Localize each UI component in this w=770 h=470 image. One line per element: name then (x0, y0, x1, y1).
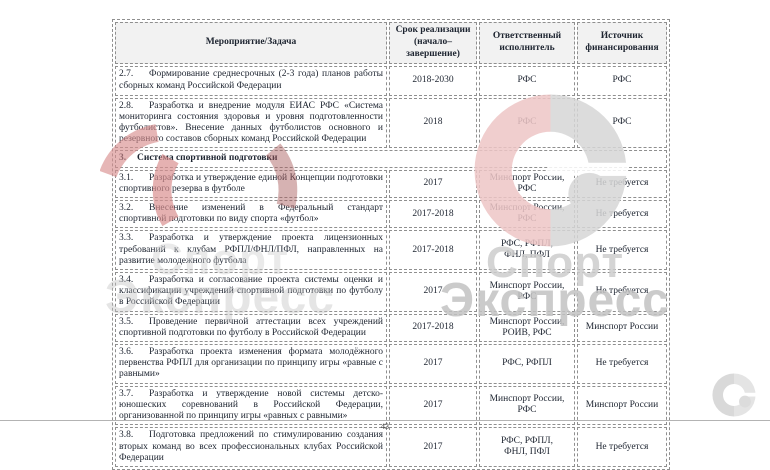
row-number: 3.8. (119, 430, 134, 441)
task-cell: 3.3. Разработка и утверждение проекта лиц… (115, 230, 387, 271)
task-text: Разработка и утверждение единой Концепци… (119, 172, 383, 194)
responsible-cell: Минспорт России, РОИВ, РФС (479, 313, 575, 343)
task-cell: 3.2. Внесение изменений в Федеральный ста… (115, 200, 387, 229)
responsible-cell: РФС, РФПЛ (479, 344, 575, 384)
section-number: 3. (119, 153, 127, 164)
term-cell: 2017 (389, 169, 477, 199)
task-cell: 3.8. Подготовка предложений по стимулиров… (115, 427, 387, 467)
row-number: 3.5. (119, 316, 134, 327)
row-number: 3.3. (119, 233, 134, 244)
task-text: Разработка и согласование проекта систем… (119, 275, 383, 308)
term-cell: 2017 (389, 272, 477, 312)
term-cell: 2018 (389, 97, 477, 149)
funding-cell: Не требуется (577, 200, 667, 229)
table-row: 3.6. Разработка проекта изменения формата… (115, 344, 667, 384)
task-cell: 3.6. Разработка проекта изменения формата… (115, 344, 387, 384)
row-number: 3.4. (119, 275, 134, 286)
task-text: Проведение первичной аттестации всех учр… (119, 316, 383, 338)
section-title: Система спортивной подготовки (137, 153, 278, 164)
task-cell: 3.7. Разработка и утверждение новой систе… (115, 385, 387, 426)
page-number: 43 (381, 422, 389, 431)
task-text: Подготовка предложений по стимулированию… (119, 430, 383, 463)
responsible-cell: РФС, РФПЛ, ФНЛ, ПФЛ (479, 427, 575, 467)
task-cell: 3.1. Разработка и утверждение единой Конц… (115, 169, 387, 199)
column-header-responsible: Ответственный исполнитель (479, 22, 575, 64)
task-text: Формирование среднесрочных (2-3 года) пл… (119, 69, 383, 91)
funding-cell: Минспорт России (577, 313, 667, 343)
term-cell: 2017-2018 (389, 313, 477, 343)
responsible-cell: РФС, РФПЛ, ФНЛ, ПФЛ (479, 230, 575, 271)
funding-cell: Не требуется (577, 344, 667, 384)
table-row: 2.7. Формирование среднесрочных (2-3 года… (115, 65, 667, 96)
column-header-funding: Источник финансирования (577, 22, 667, 64)
responsible-cell: РФС (479, 97, 575, 149)
row-number: 3.7. (119, 388, 134, 399)
term-cell: 2018-2030 (389, 65, 477, 96)
program-measures-table: Мероприятие/Задача Срок реализации (нача… (112, 19, 670, 470)
funding-cell: РФС (577, 65, 667, 96)
table-row: 2.8. Разработка и внедрение модуля ЕИАС Р… (115, 97, 667, 149)
funding-cell: Не требуется (577, 230, 667, 271)
sport-express-corner-logo-icon (712, 373, 756, 417)
funding-cell: Не требуется (577, 272, 667, 312)
table-row: 3.4. Разработка и согласование проекта си… (115, 272, 667, 312)
funding-cell: Не требуется (577, 169, 667, 199)
row-number: 3.1. (119, 172, 134, 183)
table-row: 3.7. Разработка и утверждение новой систе… (115, 385, 667, 426)
table-row: 3.3. Разработка и утверждение проекта лиц… (115, 230, 667, 271)
row-number: 2.8. (119, 100, 134, 111)
term-cell: 2017 (389, 427, 477, 467)
row-number: 3.2. (119, 203, 134, 214)
table-row: 3.1. Разработка и утверждение единой Конц… (115, 169, 667, 199)
funding-cell: Не требуется (577, 427, 667, 467)
term-cell: 2017 (389, 385, 477, 426)
footer-divider (0, 420, 770, 421)
responsible-cell: Минспорт России, РФС (479, 272, 575, 312)
column-header-term: Срок реализации (начало–завершение) (389, 22, 477, 64)
responsible-cell: Минспорт России, РФС (479, 385, 575, 426)
term-cell: 2017-2018 (389, 200, 477, 229)
task-text: Разработка и утверждение проекта лицензи… (119, 233, 383, 266)
task-cell: 3.4. Разработка и согласование проекта си… (115, 272, 387, 312)
task-cell: 3.5. Проведение первичной аттестации всех… (115, 313, 387, 343)
responsible-cell: РФС (479, 65, 575, 96)
funding-cell: РФС (577, 97, 667, 149)
task-text: Внесение изменений в Федеральный стандар… (119, 203, 383, 225)
table-row: 3.8. Подготовка предложений по стимулиров… (115, 427, 667, 467)
funding-cell: Минспорт России (577, 385, 667, 426)
row-number: 2.7. (119, 69, 134, 80)
column-header-task: Мероприятие/Задача (115, 22, 387, 64)
section-header: 3. Система спортивной подготовки (115, 150, 667, 168)
task-text: Разработка и внедрение модуля ЕИАС РФС «… (119, 100, 383, 145)
table-row: 3.5. Проведение первичной аттестации всех… (115, 313, 667, 343)
row-number: 3.6. (119, 347, 134, 358)
table-row: 3.2. Внесение изменений в Федеральный ста… (115, 200, 667, 229)
responsible-cell: Минспорт России, РФС (479, 200, 575, 229)
section-header-row: 3. Система спортивной подготовки (115, 150, 667, 168)
table-header-row: Мероприятие/Задача Срок реализации (нача… (115, 22, 667, 64)
responsible-cell: Минспорт России, РФС (479, 169, 575, 199)
task-text: Разработка проекта изменения формата мол… (119, 347, 383, 380)
term-cell: 2017-2018 (389, 230, 477, 271)
task-cell: 2.7. Формирование среднесрочных (2-3 года… (115, 65, 387, 96)
task-text: Разработка и утверждение новой системы д… (119, 388, 383, 422)
term-cell: 2017 (389, 344, 477, 384)
task-cell: 2.8. Разработка и внедрение модуля ЕИАС Р… (115, 97, 387, 149)
